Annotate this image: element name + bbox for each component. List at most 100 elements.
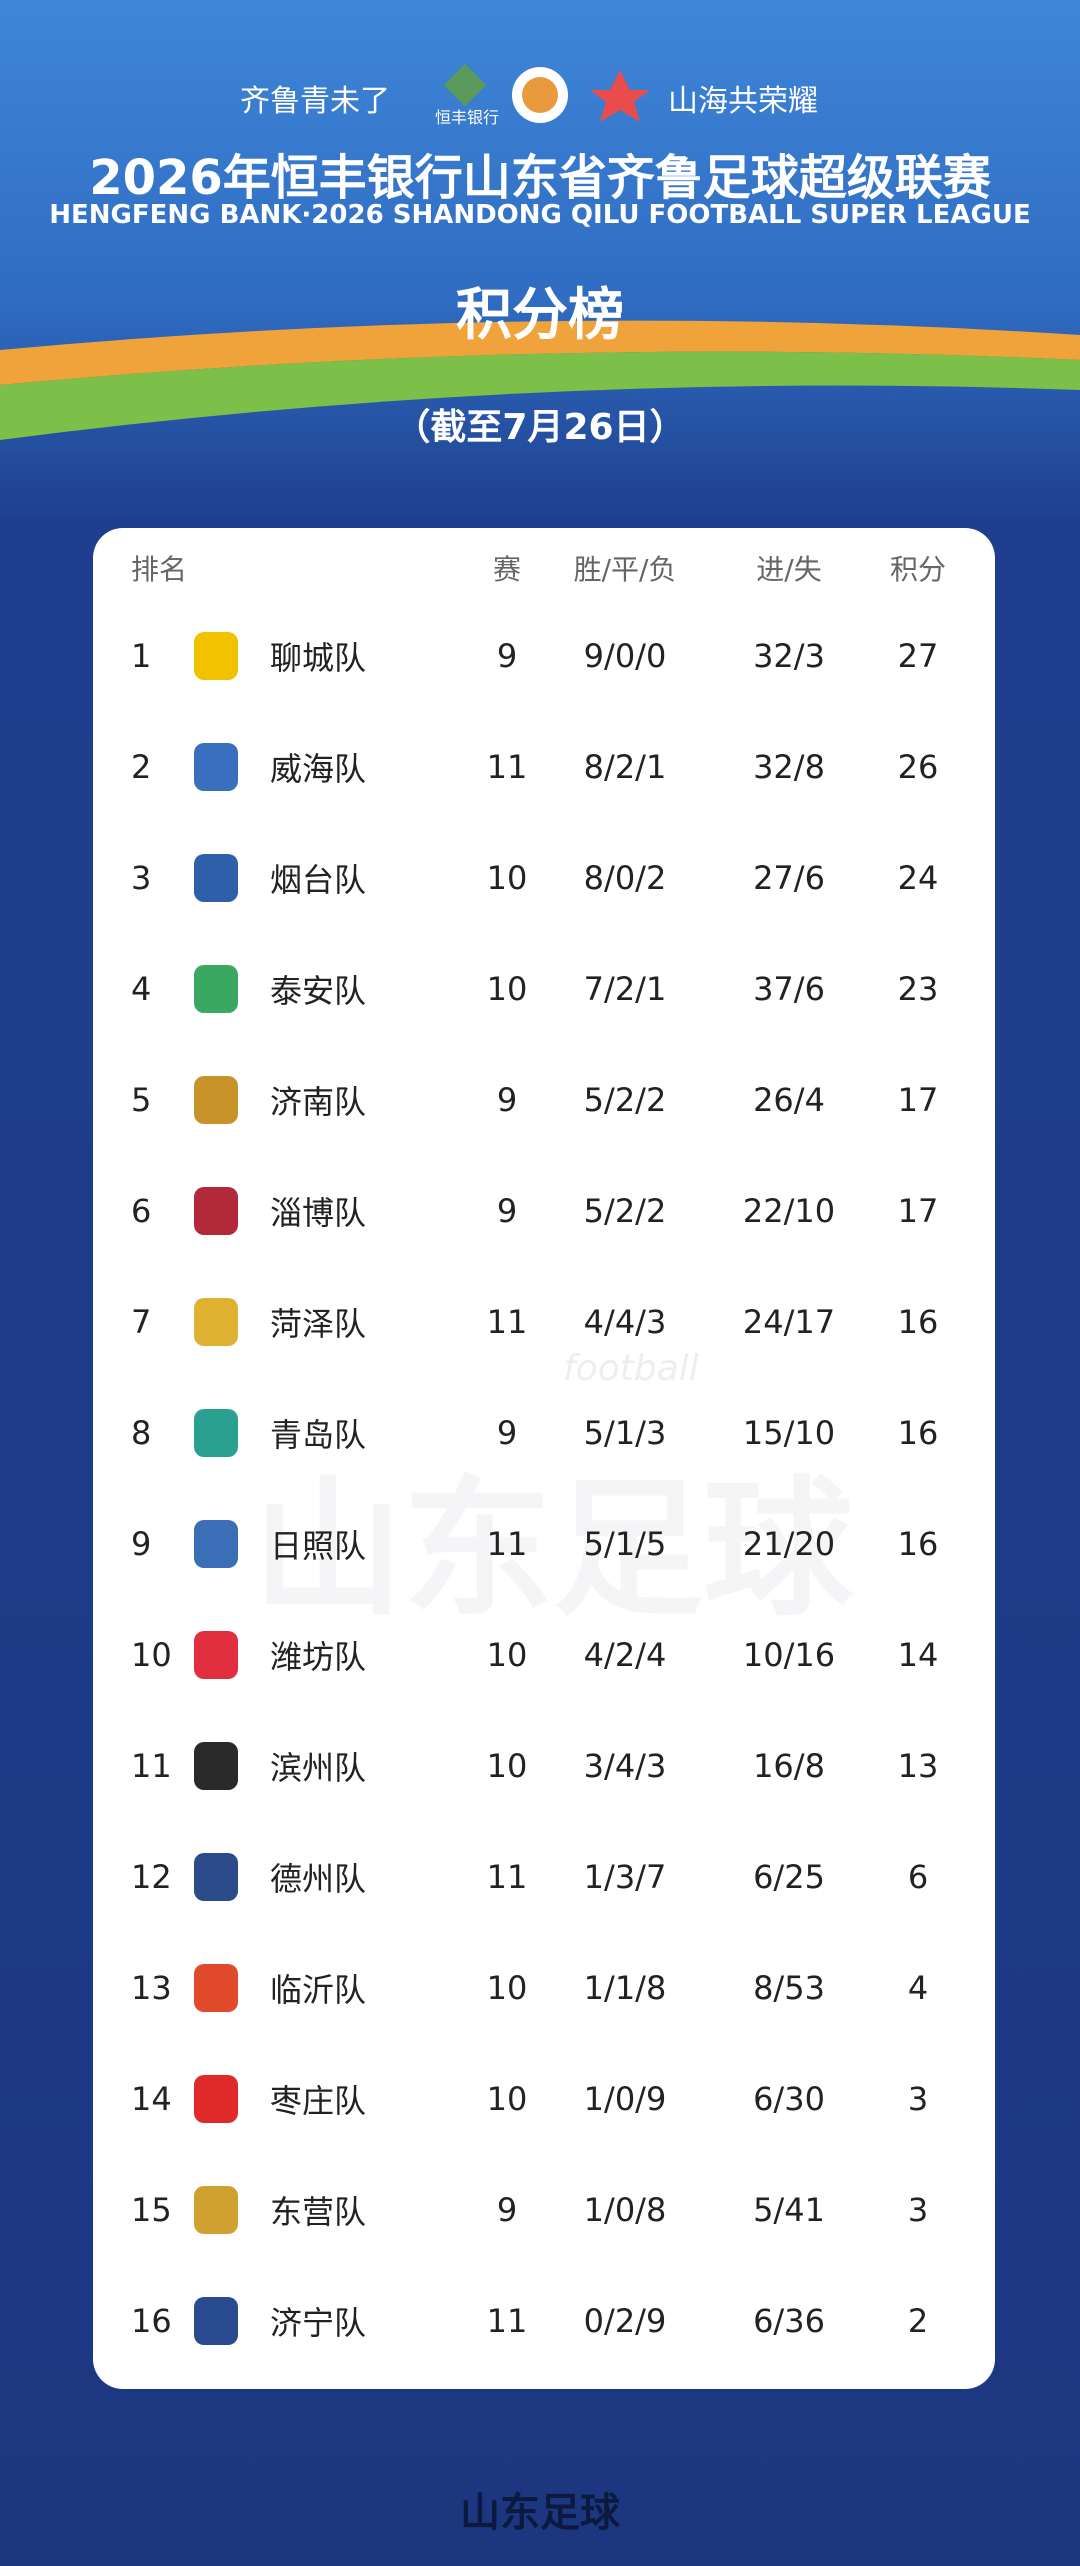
rank: 10 [131, 1636, 172, 1674]
standings-card: 山东足球 football 排名 赛 胜/平/负 进/失 积分 1 聊城队 9 9/0/0 32/… [93, 528, 995, 2389]
rank: 15 [131, 2191, 172, 2229]
team-name: 滨州队 [270, 1749, 367, 1787]
win-draw-loss: 8/2/1 [583, 748, 667, 786]
goals: 6/36 [753, 2302, 825, 2340]
win-draw-loss: 5/1/3 [583, 1414, 667, 1452]
footer-brand: 山东足球 [460, 2490, 620, 2536]
win-draw-loss: 7/2/1 [583, 970, 667, 1008]
points: 27 [897, 637, 939, 675]
watermark-brand: 山东足球 [253, 1463, 854, 1637]
win-draw-loss: 5/2/2 [583, 1192, 667, 1230]
points: 3 [907, 2080, 929, 2118]
rank: 12 [131, 1858, 172, 1896]
goals: 22/10 [742, 1192, 836, 1230]
played: 10 [486, 859, 528, 897]
column-header: 排名 [131, 553, 188, 586]
title: 2026年恒丰银行山东省齐鲁足球超级联赛 [89, 150, 991, 206]
played: 11 [486, 748, 528, 786]
team-logo [194, 2075, 238, 2123]
points: 13 [897, 1747, 939, 1785]
team-name: 济南队 [270, 1083, 367, 1121]
played: 9 [496, 637, 518, 675]
points: 16 [897, 1525, 939, 1563]
win-draw-loss: 1/3/7 [583, 1858, 667, 1896]
team-logo [194, 743, 238, 791]
points: 23 [897, 970, 939, 1008]
team-name: 烟台队 [270, 861, 367, 899]
team-name: 日照队 [270, 1527, 367, 1565]
rank: 9 [131, 1525, 152, 1563]
win-draw-loss: 4/2/4 [583, 1636, 667, 1674]
team-logo [194, 2186, 238, 2234]
rank: 2 [131, 748, 152, 786]
rank: 1 [131, 637, 152, 675]
goals: 24/17 [742, 1303, 836, 1341]
rank: 14 [131, 2080, 172, 2118]
win-draw-loss: 9/0/0 [583, 637, 667, 675]
rank: 8 [131, 1414, 152, 1452]
points: 2 [907, 2302, 929, 2340]
played: 10 [486, 1969, 528, 2007]
goals: 27/6 [753, 859, 825, 897]
points: 17 [897, 1081, 939, 1119]
slogan-right: 山海共荣耀 [668, 84, 818, 119]
win-draw-loss: 0/2/9 [583, 2302, 667, 2340]
played: 10 [486, 970, 528, 1008]
team-logo [194, 1853, 238, 1901]
points: 3 [907, 2191, 929, 2229]
goals: 26/4 [753, 1081, 825, 1119]
team-name: 淄博队 [270, 1194, 367, 1232]
points: 16 [897, 1303, 939, 1341]
goals: 32/8 [753, 748, 825, 786]
rank: 7 [131, 1303, 152, 1341]
team-name: 泰安队 [270, 972, 367, 1010]
played: 10 [486, 1636, 528, 1674]
team-logo [194, 1742, 238, 1790]
team-name: 临沂队 [270, 1971, 367, 2009]
team-name: 东营队 [270, 2193, 367, 2231]
team-name: 潍坊队 [270, 1638, 367, 1676]
win-draw-loss: 1/1/8 [583, 1969, 667, 2007]
win-draw-loss: 5/2/2 [583, 1081, 667, 1119]
team-name: 德州队 [270, 1860, 367, 1898]
column-header: 积分 [889, 553, 947, 586]
team-logo [194, 1964, 238, 2012]
team-name: 枣庄队 [270, 2082, 367, 2120]
rank: 11 [131, 1747, 172, 1785]
team-logo [194, 965, 238, 1013]
team-logo [194, 1187, 238, 1235]
goals: 32/3 [753, 637, 825, 675]
played: 11 [486, 1858, 528, 1896]
heading: 积分榜 [456, 283, 624, 348]
rank: 16 [131, 2302, 172, 2340]
team-logo [194, 2297, 238, 2345]
subtitle: HENGFENG BANK·2026 SHANDONG QILU FOOTBAL… [49, 200, 1031, 230]
team-name: 菏泽队 [270, 1305, 367, 1343]
column-header: 进/失 [756, 553, 822, 586]
rank: 5 [131, 1081, 152, 1119]
win-draw-loss: 1/0/8 [583, 2191, 667, 2229]
points: 24 [897, 859, 939, 897]
header-stripes [0, 63, 1080, 440]
goals: 5/41 [753, 2191, 825, 2229]
played: 11 [486, 1303, 528, 1341]
column-header: 赛 [492, 553, 522, 586]
goals: 6/25 [753, 1858, 825, 1896]
points: 6 [907, 1858, 929, 1896]
win-draw-loss: 1/0/9 [583, 2080, 667, 2118]
team-name: 青岛队 [270, 1416, 367, 1454]
goals: 16/8 [753, 1747, 825, 1785]
team-name: 济宁队 [270, 2304, 367, 2342]
slogan-left: 齐鲁青未了 [240, 84, 390, 119]
played: 11 [486, 2302, 528, 2340]
team-logo [194, 632, 238, 680]
win-draw-loss: 5/1/5 [583, 1525, 667, 1563]
rank: 13 [131, 1969, 172, 2007]
rank: 4 [131, 970, 152, 1008]
played: 9 [496, 1192, 518, 1230]
team-logo [194, 1409, 238, 1457]
played: 9 [496, 1081, 518, 1119]
points: 16 [897, 1414, 939, 1452]
goals: 37/6 [753, 970, 825, 1008]
sponsor: 恒丰银行 [435, 108, 500, 127]
